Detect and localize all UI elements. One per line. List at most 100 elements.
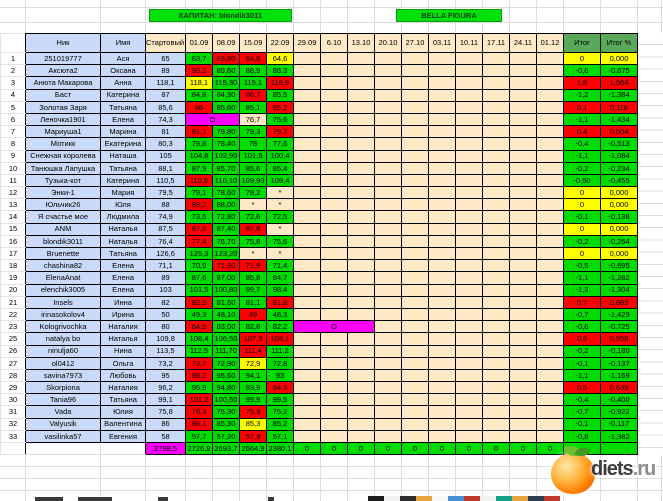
- week-cell-empty[interactable]: [320, 64, 348, 78]
- week-cell-empty[interactable]: [482, 344, 510, 358]
- week-cell[interactable]: 99,9: [239, 393, 267, 407]
- week-cell[interactable]: 89,2: [185, 198, 213, 212]
- week-cell-empty[interactable]: [455, 271, 483, 285]
- total-pct-cell[interactable]: 0,000: [600, 186, 638, 200]
- row-number[interactable]: 3: [0, 76, 26, 90]
- week-cell[interactable]: 63,7: [185, 51, 213, 66]
- week-cell-empty[interactable]: [455, 186, 483, 200]
- week-cell-empty[interactable]: [509, 76, 537, 90]
- week-cell-empty[interactable]: [293, 356, 321, 370]
- start-weight-cell[interactable]: 109,8: [145, 332, 186, 346]
- week-cell-empty[interactable]: [320, 246, 348, 261]
- week-cell-empty[interactable]: [293, 259, 321, 273]
- col-header-name[interactable]: Имя: [100, 33, 146, 53]
- week-cell-empty[interactable]: [320, 271, 348, 285]
- week-cell[interactable]: 108,4: [185, 332, 213, 346]
- week-cell-empty[interactable]: [293, 222, 321, 236]
- week-cell-empty[interactable]: [428, 51, 456, 66]
- week-cell-empty[interactable]: [509, 112, 537, 127]
- total-pct-cell[interactable]: 0,000: [600, 51, 638, 66]
- week-cell-empty[interactable]: [455, 137, 483, 151]
- week-cell-empty[interactable]: [482, 137, 510, 151]
- week-cell-empty[interactable]: [509, 198, 537, 212]
- week-cell[interactable]: 87,40: [212, 222, 240, 236]
- week-cell-empty[interactable]: [401, 344, 429, 358]
- week-cell-empty[interactable]: [320, 88, 348, 102]
- nick-cell[interactable]: Золотая Заря: [25, 100, 101, 114]
- row-number[interactable]: 8: [0, 137, 26, 151]
- week-cell-empty[interactable]: [401, 234, 429, 249]
- week-cell-empty[interactable]: [509, 283, 537, 297]
- week-cell-empty[interactable]: [293, 125, 321, 139]
- totals-pct-cell[interactable]: [600, 441, 638, 456]
- nick-cell[interactable]: 251019777: [25, 51, 101, 66]
- nick-cell[interactable]: ninulja60: [25, 344, 101, 358]
- week-cell-empty[interactable]: [536, 149, 564, 163]
- week-cell-empty[interactable]: [374, 198, 402, 212]
- week-cell-empty[interactable]: [347, 283, 375, 297]
- row-number[interactable]: 21: [0, 295, 26, 309]
- row-number[interactable]: 9: [0, 149, 26, 163]
- week-cell[interactable]: 73,5: [185, 210, 213, 224]
- week-cell-empty[interactable]: [293, 161, 321, 175]
- week-cell[interactable]: 81,60: [212, 295, 240, 309]
- week-cell[interactable]: *: [266, 246, 294, 261]
- total-cell[interactable]: 0,6: [563, 332, 601, 346]
- week-cell-empty[interactable]: [374, 76, 402, 90]
- week-cell[interactable]: 86,1: [185, 417, 213, 431]
- week-cell-empty[interactable]: [455, 100, 483, 114]
- week-cell[interactable]: О: [185, 112, 240, 127]
- week-cell[interactable]: 112,5: [185, 344, 213, 358]
- week-cell-empty[interactable]: [401, 259, 429, 273]
- week-cell-empty[interactable]: [428, 332, 456, 346]
- week-cell-empty[interactable]: [401, 405, 429, 419]
- totals-week-cell[interactable]: 2664,9: [239, 441, 267, 456]
- week-cell-empty[interactable]: [347, 210, 375, 224]
- start-weight-cell[interactable]: 99,1: [145, 393, 186, 407]
- week-cell-empty[interactable]: [428, 405, 456, 419]
- week-cell-empty[interactable]: [347, 381, 375, 395]
- week-cell-empty[interactable]: [428, 210, 456, 224]
- week-cell-empty[interactable]: [293, 332, 321, 346]
- week-cell[interactable]: 118,1: [185, 76, 213, 90]
- name-cell[interactable]: Татьяна: [100, 246, 146, 261]
- week-cell-empty[interactable]: [455, 393, 483, 407]
- week-cell-empty[interactable]: [320, 125, 348, 139]
- week-cell-empty[interactable]: [347, 112, 375, 127]
- week-cell-empty[interactable]: [428, 137, 456, 151]
- week-cell-empty[interactable]: [401, 356, 429, 370]
- total-pct-cell[interactable]: -0,180: [600, 344, 638, 358]
- week-cell[interactable]: 87,6: [185, 222, 213, 236]
- week-cell-empty[interactable]: [401, 100, 429, 114]
- week-cell-empty[interactable]: [320, 112, 348, 127]
- total-cell[interactable]: 0: [563, 222, 601, 236]
- total-pct-cell[interactable]: -0,137: [600, 356, 638, 370]
- total-cell[interactable]: 0: [563, 198, 601, 212]
- week-cell[interactable]: 85,30: [212, 417, 240, 431]
- week-cell-empty[interactable]: [509, 186, 537, 200]
- name-cell[interactable]: Елена: [100, 112, 146, 127]
- week-cell[interactable]: О: [293, 320, 375, 334]
- total-pct-cell[interactable]: -1,084: [600, 149, 638, 163]
- week-cell-empty[interactable]: [374, 368, 402, 383]
- week-cell[interactable]: 109,90: [239, 173, 267, 188]
- name-cell[interactable]: Ася: [100, 51, 146, 66]
- week-cell-empty[interactable]: [320, 405, 348, 419]
- week-cell-empty[interactable]: [347, 186, 375, 200]
- col-header-date[interactable]: 20.10: [374, 33, 402, 53]
- week-cell[interactable]: 99,7: [239, 283, 267, 297]
- week-cell-empty[interactable]: [509, 307, 537, 322]
- name-cell[interactable]: Наталия: [100, 381, 146, 395]
- week-cell[interactable]: 108,1: [266, 332, 294, 346]
- week-cell-empty[interactable]: [320, 51, 348, 66]
- week-cell-empty[interactable]: [509, 137, 537, 151]
- week-cell-empty[interactable]: [401, 246, 429, 261]
- nick-cell[interactable]: Valyusik: [25, 417, 101, 431]
- total-pct-cell[interactable]: -0,138: [600, 210, 638, 224]
- week-cell-empty[interactable]: [455, 429, 483, 444]
- week-cell[interactable]: 111,70: [212, 344, 240, 358]
- name-cell[interactable]: Татьяна: [100, 393, 146, 407]
- name-cell[interactable]: Ольга: [100, 356, 146, 370]
- total-pct-cell[interactable]: -0,695: [600, 259, 638, 273]
- week-cell-empty[interactable]: [347, 100, 375, 114]
